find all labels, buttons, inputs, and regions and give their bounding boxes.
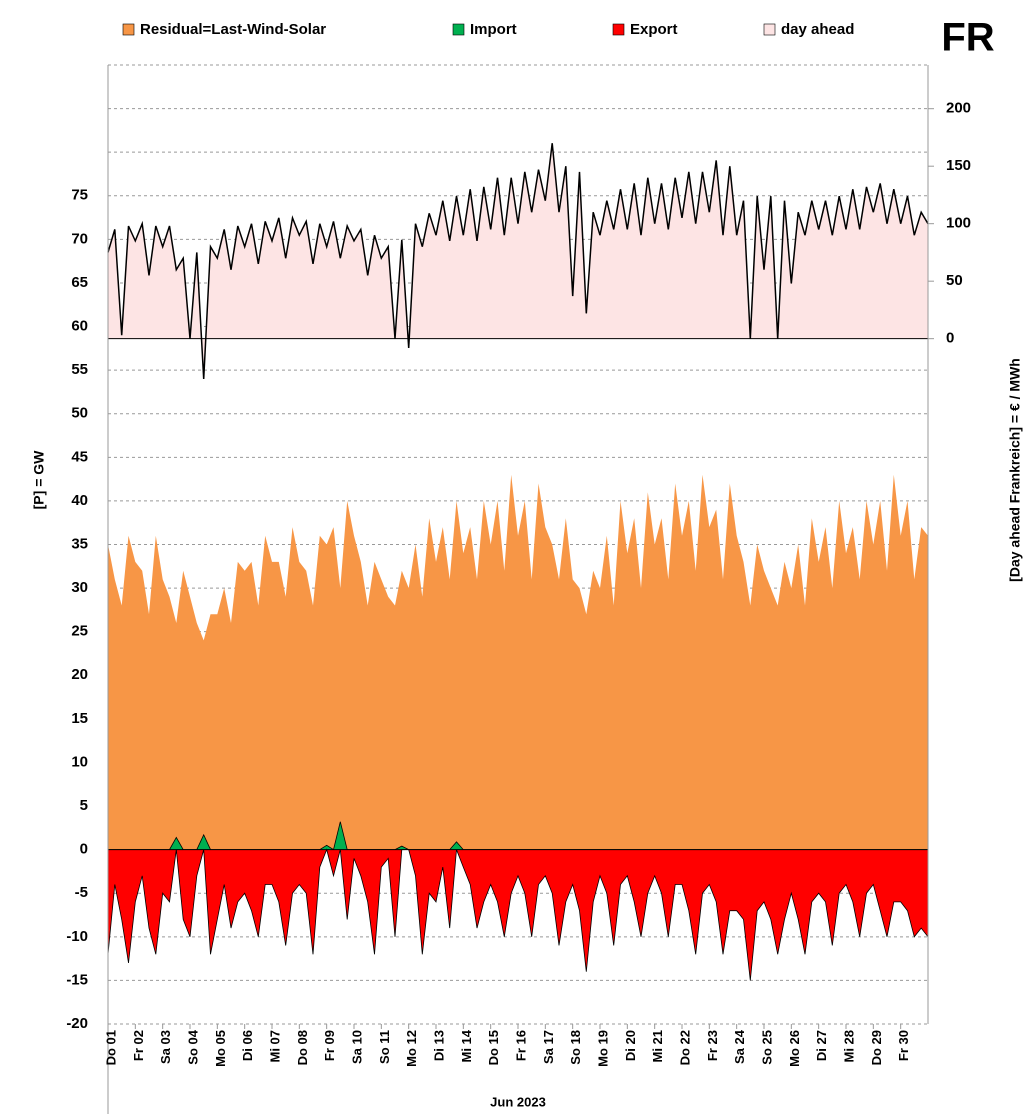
x-tick-label: Fr 30 — [896, 1030, 911, 1061]
area — [108, 474, 928, 850]
x-tick-label: Mo 26 — [787, 1030, 802, 1067]
x-tick-label: Do 29 — [869, 1030, 884, 1065]
legend-label: day ahead — [781, 21, 854, 38]
y-tick-label: -5 — [75, 884, 88, 901]
y-tick-label: -10 — [66, 928, 88, 945]
x-tick-label: So 04 — [185, 1029, 200, 1064]
x-axis-label: Jun 2023 — [490, 1094, 546, 1109]
x-tick-label: Di 06 — [240, 1030, 255, 1061]
x-tick-label: Mo 05 — [213, 1030, 228, 1067]
legend-swatch — [452, 23, 465, 36]
area — [108, 143, 928, 379]
y2-tick-label: 150 — [946, 157, 971, 174]
x-tick-label: Di 27 — [814, 1030, 829, 1061]
x-tick-label: Mi 07 — [267, 1030, 282, 1063]
legend-label: Import — [470, 21, 517, 38]
x-tick-label: Di 20 — [623, 1030, 638, 1061]
y-tick-label: 20 — [71, 666, 88, 683]
x-tick-label: Do 22 — [677, 1030, 692, 1065]
x-tick-label: Di 13 — [431, 1030, 446, 1061]
y-tick-label: 75 — [71, 187, 88, 204]
y-tick-label: 10 — [71, 753, 88, 770]
y-tick-label: 65 — [71, 274, 88, 291]
y-tick-label: 55 — [71, 361, 88, 378]
legend-swatch — [763, 23, 776, 36]
y-tick-label: 15 — [71, 710, 88, 727]
x-tick-label: Mi 28 — [841, 1030, 856, 1063]
x-tick-label: Do 15 — [486, 1030, 501, 1065]
legend-swatch — [122, 23, 135, 36]
x-tick-label: Fr 16 — [513, 1030, 528, 1061]
y-tick-label: -15 — [66, 971, 88, 988]
x-tick-label: Do 01 — [103, 1030, 118, 1065]
x-tick-label: Mo 19 — [595, 1030, 610, 1067]
x-tick-label: Do 08 — [295, 1030, 310, 1065]
outline — [107, 848, 929, 981]
country-label: FR — [941, 16, 994, 60]
x-tick-label: Sa 24 — [732, 1029, 747, 1064]
legend-label: Export — [630, 21, 678, 38]
y2-axis-label: [Day ahead Frankreich] = € / MWh — [1007, 358, 1023, 582]
x-tick-label: Mo 12 — [404, 1030, 419, 1067]
x-tick-label: Sa 03 — [158, 1030, 173, 1064]
area — [108, 849, 928, 981]
x-tick-label: Sa 10 — [349, 1030, 364, 1064]
x-tick-label: So 11 — [377, 1030, 392, 1064]
y2-tick-label: 50 — [946, 272, 963, 289]
y2-tick-label: 0 — [946, 330, 954, 347]
x-tick-label: So 25 — [759, 1030, 774, 1065]
legend-swatch — [612, 23, 625, 36]
y-tick-label: 40 — [71, 492, 88, 509]
y2-tick-label: 100 — [946, 215, 971, 232]
y-tick-label: 70 — [71, 230, 88, 247]
x-tick-label: Mi 14 — [459, 1029, 474, 1062]
y-tick-label: 60 — [71, 318, 88, 335]
y-tick-label: 5 — [80, 797, 88, 814]
y-tick-label: 35 — [71, 535, 88, 552]
line — [107, 143, 929, 379]
y2-tick-label: 200 — [946, 100, 971, 117]
y-axis-label: [P] = GW — [31, 450, 47, 510]
x-tick-label: Sa 17 — [541, 1030, 556, 1064]
y-tick-label: 0 — [80, 841, 88, 858]
x-tick-label: Fr 09 — [322, 1030, 337, 1061]
legend-label: Residual=Last-Wind-Solar — [140, 21, 326, 38]
y-tick-label: 30 — [71, 579, 88, 596]
x-tick-label: Fr 23 — [705, 1030, 720, 1061]
y-tick-label: 45 — [71, 448, 88, 465]
x-tick-label: Fr 02 — [131, 1030, 146, 1061]
y-tick-label: 25 — [71, 623, 88, 640]
x-tick-label: So 18 — [568, 1030, 583, 1065]
y-tick-label: 50 — [71, 405, 88, 422]
y-tick-label: -20 — [66, 1015, 88, 1032]
x-tick-label: Mi 21 — [650, 1030, 665, 1063]
